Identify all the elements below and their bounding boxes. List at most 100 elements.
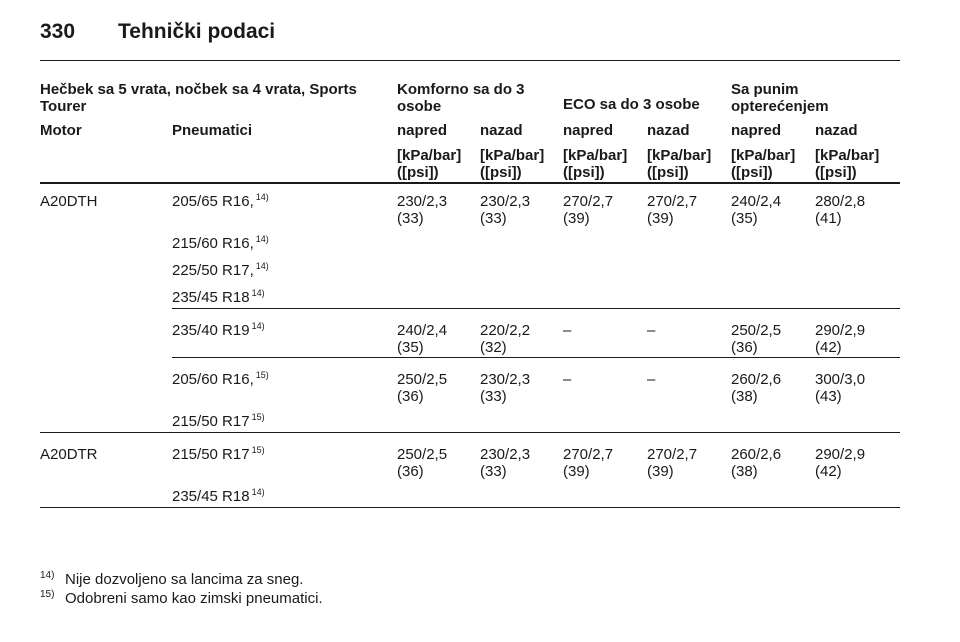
pressure-value: 230/2,3 bbox=[480, 193, 531, 210]
group-header: ECO sa do 3 osobe bbox=[563, 96, 700, 113]
engine: A20DTR bbox=[40, 446, 98, 463]
unit-label: [kPa/bar] ([psi]) bbox=[647, 147, 712, 181]
group-header: Komforno sa do 3 osobe bbox=[397, 81, 525, 115]
pressure-value: 230/2,3 bbox=[480, 371, 531, 388]
tire-size: 215/50 R17 15) bbox=[172, 445, 265, 464]
rule bbox=[40, 432, 900, 433]
pressure-value: (41) bbox=[815, 210, 842, 227]
footnote-ref: 15) bbox=[255, 370, 269, 380]
footnote-text: Nije dozvoljeno sa lancima za sneg. bbox=[65, 571, 304, 588]
tire-size: 235/40 R19 14) bbox=[172, 321, 265, 340]
unit-label: [kPa/bar] ([psi]) bbox=[397, 147, 462, 181]
column-header: nazad bbox=[480, 122, 523, 139]
pressure-value: 270/2,7 bbox=[647, 193, 698, 210]
tire-size-text: 215/50 R17 bbox=[172, 413, 250, 430]
group-header: Sa punim opterećenjem bbox=[731, 81, 829, 115]
page-number: 330 bbox=[40, 20, 76, 43]
pressure-value: (42) bbox=[815, 339, 842, 356]
pressure-value: (33) bbox=[480, 388, 507, 405]
unit-label: [kPa/bar] ([psi]) bbox=[815, 147, 880, 181]
pressure-value: 240/2,4 bbox=[731, 193, 782, 210]
pressure-value: 250/2,5 bbox=[397, 371, 448, 388]
pressure-value: – bbox=[647, 322, 656, 339]
pressure-value: (38) bbox=[731, 463, 758, 480]
pressure-value: (39) bbox=[563, 463, 590, 480]
tire-size: 205/65 R16, 14) bbox=[172, 192, 269, 211]
unit-label: [kPa/bar] ([psi]) bbox=[563, 147, 628, 181]
pressure-value: 300/3,0 bbox=[815, 371, 866, 388]
pressure-value: 260/2,6 bbox=[731, 371, 782, 388]
pressure-value: (33) bbox=[480, 210, 507, 227]
pressure-value: (42) bbox=[815, 463, 842, 480]
pressure-value: 260/2,6 bbox=[731, 446, 782, 463]
pressure-value: 270/2,7 bbox=[563, 446, 614, 463]
page-title: Tehnički podaci bbox=[118, 20, 276, 43]
column-header: napred bbox=[397, 122, 448, 139]
tire-size-text: 215/50 R17 bbox=[172, 446, 250, 463]
tire-size: 225/50 R17, 14) bbox=[172, 262, 269, 280]
footnote-ref: 14) bbox=[251, 288, 265, 298]
footnote-ref: 14) bbox=[255, 192, 269, 202]
rule bbox=[172, 308, 900, 309]
pressure-value: (36) bbox=[397, 388, 424, 405]
pressure-value: 230/2,3 bbox=[397, 193, 448, 210]
pressure-value: 270/2,7 bbox=[647, 446, 698, 463]
footnote-ref: 14) bbox=[251, 321, 265, 331]
column-header: Motor bbox=[40, 122, 82, 139]
pressure-value: 270/2,7 bbox=[563, 193, 614, 210]
pressure-value: 290/2,9 bbox=[815, 322, 866, 339]
unit-label: [kPa/bar] ([psi]) bbox=[731, 147, 796, 181]
pressure-value: (38) bbox=[731, 388, 758, 405]
pressure-value: 230/2,3 bbox=[480, 446, 531, 463]
pressure-value: (43) bbox=[815, 388, 842, 405]
pressure-value: (39) bbox=[563, 210, 590, 227]
column-header: napred bbox=[731, 122, 782, 139]
footnote-ref: 15) bbox=[251, 445, 265, 455]
footnote-ref: 14) bbox=[40, 570, 55, 581]
engine: A20DTH bbox=[40, 193, 98, 210]
footnote-ref: 15) bbox=[40, 589, 55, 600]
pressure-value: (35) bbox=[397, 339, 424, 356]
pressure-value: 290/2,9 bbox=[815, 446, 866, 463]
pressure-value: (36) bbox=[397, 463, 424, 480]
tire-size: 235/45 R18 14) bbox=[172, 487, 265, 506]
pressure-value: (39) bbox=[647, 210, 674, 227]
pressure-value: 240/2,4 bbox=[397, 322, 448, 339]
column-header: Pneumatici bbox=[172, 122, 253, 139]
column-header: napred bbox=[563, 122, 614, 139]
pressure-value: – bbox=[563, 371, 572, 388]
pressure-value: 250/2,5 bbox=[731, 322, 782, 339]
tire-size-text: 205/65 R16, bbox=[172, 193, 254, 210]
pressure-value: – bbox=[563, 322, 572, 339]
pressure-value: (33) bbox=[480, 463, 507, 480]
pressure-value: (39) bbox=[647, 463, 674, 480]
pressure-value: 220/2,2 bbox=[480, 322, 531, 339]
pressure-value: (32) bbox=[480, 339, 507, 356]
column-header: nazad bbox=[647, 122, 690, 139]
rule bbox=[40, 60, 900, 61]
footnote-ref: 14) bbox=[251, 487, 265, 497]
pressure-value: (36) bbox=[731, 339, 758, 356]
tire-size-text: 215/60 R16, bbox=[172, 235, 254, 252]
pressure-value: (35) bbox=[731, 210, 758, 227]
rule bbox=[40, 507, 900, 508]
tire-size: 235/45 R18 14) bbox=[172, 288, 265, 307]
tire-size: 215/60 R16, 14) bbox=[172, 235, 269, 253]
tire-size: 215/50 R17 15) bbox=[172, 412, 265, 431]
footnote-ref: 15) bbox=[251, 412, 265, 422]
tire-size-text: 205/60 R16, bbox=[172, 371, 254, 388]
pressure-value: – bbox=[647, 371, 656, 388]
tire-size-text: 225/50 R17, bbox=[172, 262, 254, 279]
pressure-value: (33) bbox=[397, 210, 424, 227]
tire-size: 205/60 R16, 15) bbox=[172, 370, 269, 389]
footnote-text: Odobreni samo kao zimski pneumatici. bbox=[65, 590, 323, 607]
rule bbox=[172, 357, 900, 358]
group-header: Hečbek sa 5 vrata, nočbek sa 4 vrata, Sp… bbox=[40, 81, 357, 115]
column-header: nazad bbox=[815, 122, 858, 139]
pressure-value: 250/2,5 bbox=[397, 446, 448, 463]
tire-size-text: 235/45 R18 bbox=[172, 488, 250, 505]
unit-label: [kPa/bar] ([psi]) bbox=[480, 147, 545, 181]
pressure-value: 280/2,8 bbox=[815, 193, 866, 210]
tire-size-text: 235/40 R19 bbox=[172, 322, 250, 339]
